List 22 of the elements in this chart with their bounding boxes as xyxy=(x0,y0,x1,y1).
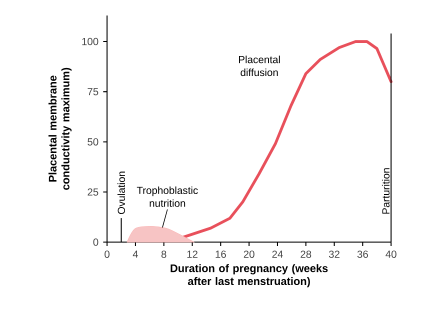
y-axis-title: Placental membrane conductivity maximum) xyxy=(48,68,72,190)
x-tick-label: 0 xyxy=(104,250,110,258)
x-tick-label: 24 xyxy=(272,250,283,258)
y-tick-label: 0 xyxy=(93,238,98,246)
x-tick-label: 40 xyxy=(386,250,396,258)
x-axis-title: Duration of pregnancy (weeks after last menstruation) xyxy=(170,264,328,288)
x-tick-label: 4 xyxy=(132,250,138,258)
annotation: Placental diffusion xyxy=(239,56,280,76)
y-tick-label: 75 xyxy=(88,88,98,96)
annotation: Trophoblastic nutrition xyxy=(136,186,198,207)
y-tick-label: 25 xyxy=(88,188,98,196)
x-tick-label: 20 xyxy=(244,250,254,258)
x-tick-label: 28 xyxy=(300,250,312,258)
x-tick-label: 32 xyxy=(328,250,340,258)
x-tick-label: 8 xyxy=(161,250,166,258)
ref-line-label: Parturition xyxy=(382,168,390,214)
x-tick-label: 36 xyxy=(357,250,368,258)
y-tick-label: 100 xyxy=(82,38,98,46)
x-tick-label: 16 xyxy=(216,250,226,258)
y-tick-label: 50 xyxy=(88,138,98,146)
ref-line-label: Ovulation xyxy=(117,172,126,214)
x-tick-label: 12 xyxy=(187,250,198,258)
